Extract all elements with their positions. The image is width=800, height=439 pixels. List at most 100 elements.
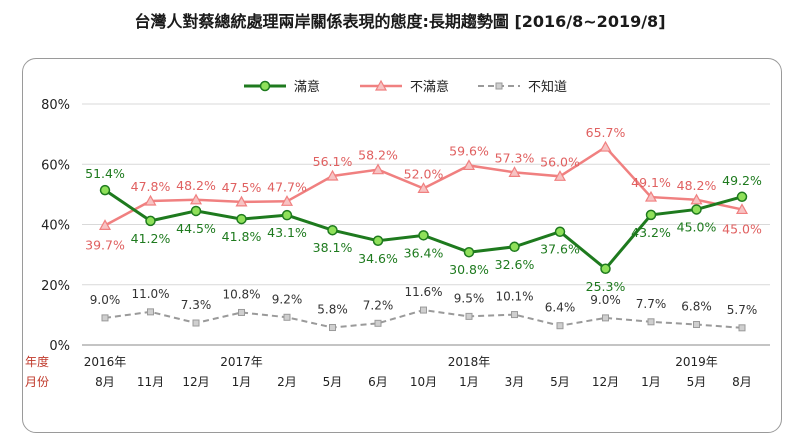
data-label-dissatisfied: 45.0% [722, 221, 762, 236]
legend-item-satisfied-label: 滿意 [294, 79, 320, 95]
data-point-unknown [147, 308, 154, 316]
x-tick-label: 5月 [687, 375, 707, 389]
x-tick-label: 12月 [182, 375, 209, 389]
data-label-unknown: 9.2% [272, 292, 303, 306]
legend-item-dissatisfied-label: 不滿意 [410, 79, 449, 95]
data-point-satisfied [736, 191, 748, 203]
data-point-dissatisfied [644, 190, 658, 202]
x-tick-label: 5月 [323, 375, 343, 389]
data-point-dissatisfied [371, 163, 385, 175]
data-label-unknown: 9.5% [454, 291, 485, 305]
data-point-dissatisfied [144, 194, 157, 206]
data-label-unknown: 7.2% [363, 298, 394, 312]
data-point-dissatisfied [98, 219, 112, 231]
data-point-satisfied [190, 205, 202, 217]
legend-item-unknown-marker [495, 82, 503, 90]
data-point-dissatisfied [735, 203, 749, 215]
x-tick-label: 12月 [592, 375, 619, 389]
data-label-dissatisfied: 48.2% [176, 178, 216, 193]
data-point-unknown [511, 311, 518, 319]
data-point-satisfied [99, 184, 111, 196]
data-point-dissatisfied [189, 193, 203, 205]
data-label-dissatisfied: 47.7% [267, 179, 307, 194]
data-point-satisfied [691, 204, 702, 215]
x-tick-label: 2月 [277, 375, 297, 389]
data-label-dissatisfied: 52.0% [404, 166, 444, 181]
chart-panel [22, 58, 782, 433]
data-label-satisfied: 34.6% [358, 251, 398, 266]
data-point-satisfied [327, 224, 338, 236]
data-point-dissatisfied [280, 195, 294, 206]
data-point-dissatisfied [599, 140, 612, 152]
y-tick-label: 0% [49, 339, 70, 354]
data-label-satisfied: 41.8% [222, 229, 262, 244]
x-year-label: 2017年 [220, 355, 263, 369]
data-point-unknown [329, 324, 336, 332]
data-point-satisfied [281, 209, 293, 221]
data-point-unknown [602, 314, 609, 322]
data-label-satisfied: 43.2% [631, 225, 671, 240]
data-point-dissatisfied [417, 182, 430, 193]
data-label-satisfied: 51.4% [85, 166, 125, 181]
data-label-unknown: 7.7% [636, 297, 667, 311]
data-label-satisfied: 41.2% [131, 231, 171, 246]
data-point-unknown [374, 319, 382, 327]
x-year-label: 2018年 [448, 355, 491, 369]
chart-title: 台灣人對蔡總統處理兩岸關係表現的態度:長期趨勢圖 [2016/8~2019/8] [134, 12, 666, 31]
data-label-satisfied: 30.8% [449, 262, 489, 277]
data-label-dissatisfied: 49.1% [631, 175, 671, 190]
data-label-unknown: 6.8% [681, 300, 712, 314]
data-label-dissatisfied: 65.7% [586, 125, 626, 140]
data-point-unknown [556, 322, 564, 330]
data-point-unknown [238, 308, 245, 316]
x-tick-label: 1月 [232, 375, 252, 389]
data-label-unknown: 6.4% [545, 301, 576, 315]
data-label-satisfied: 44.5% [176, 221, 216, 236]
data-point-dissatisfied [462, 159, 476, 171]
data-point-unknown [420, 306, 427, 314]
x-tick-label: 1月 [459, 375, 479, 389]
data-point-unknown [693, 321, 700, 329]
data-point-satisfied [145, 215, 156, 227]
data-label-dissatisfied: 56.1% [313, 154, 353, 169]
data-label-satisfied: 49.2% [722, 173, 762, 188]
data-label-satisfied: 32.6% [495, 257, 535, 272]
data-label-unknown: 5.8% [317, 303, 348, 317]
data-point-dissatisfied [326, 169, 339, 181]
data-label-satisfied: 38.1% [313, 240, 353, 255]
data-label-satisfied: 45.0% [677, 219, 717, 234]
data-point-dissatisfied [690, 193, 703, 205]
data-label-unknown: 10.1% [495, 290, 533, 304]
x-tick-label: 8月 [732, 375, 752, 389]
data-label-unknown: 11.0% [131, 287, 169, 301]
data-point-satisfied [509, 241, 520, 253]
y-tick-label: 40% [41, 219, 70, 234]
data-label-dissatisfied: 57.3% [495, 150, 535, 165]
x-tick-label: 8月 [95, 375, 115, 389]
data-label-unknown: 11.6% [404, 285, 442, 299]
data-point-dissatisfied [553, 170, 567, 181]
data-label-satisfied: 25.3% [586, 279, 626, 294]
data-point-satisfied [645, 209, 657, 221]
data-point-satisfied [418, 230, 429, 241]
data-point-satisfied [554, 226, 566, 237]
x-tick-label: 5月 [550, 375, 570, 389]
data-point-satisfied [600, 263, 611, 275]
data-label-dissatisfied: 59.6% [449, 143, 489, 158]
data-point-unknown [101, 314, 109, 322]
data-point-satisfied [236, 213, 247, 225]
data-label-dissatisfied: 47.8% [131, 179, 171, 194]
x-year-label: 2019年 [675, 355, 718, 369]
month-row-label: 月份 [25, 375, 49, 389]
data-point-dissatisfied [508, 166, 521, 177]
data-point-unknown [647, 318, 655, 326]
data-label-unknown: 7.3% [181, 298, 212, 312]
x-tick-label: 3月 [505, 375, 525, 389]
y-tick-label: 60% [41, 158, 70, 173]
data-point-unknown [283, 313, 291, 321]
data-label-satisfied: 37.6% [540, 242, 580, 257]
data-label-dissatisfied: 47.5% [222, 180, 262, 195]
data-label-dissatisfied: 56.0% [540, 154, 580, 169]
x-tick-label: 10月 [410, 375, 437, 389]
